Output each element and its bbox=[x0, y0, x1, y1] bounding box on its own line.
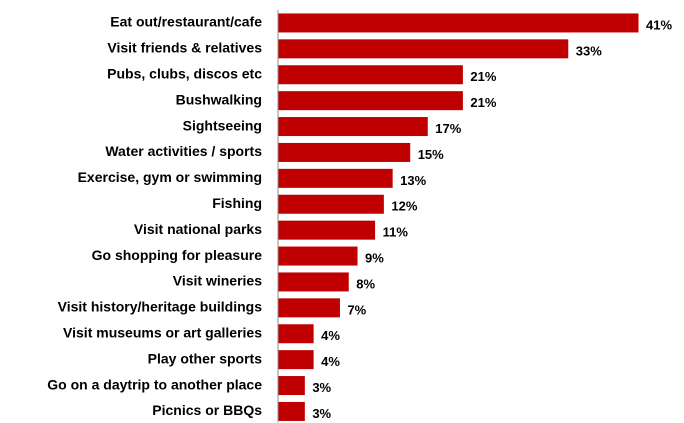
data-label: 21% bbox=[470, 95, 496, 110]
bar bbox=[278, 220, 376, 240]
bar bbox=[278, 65, 463, 85]
data-label: 15% bbox=[418, 147, 444, 162]
data-label: 21% bbox=[470, 69, 496, 84]
bar bbox=[278, 142, 411, 162]
bar bbox=[278, 324, 314, 344]
data-label: 3% bbox=[312, 380, 331, 395]
data-label: 12% bbox=[391, 199, 417, 214]
category-label: Visit wineries bbox=[173, 273, 262, 289]
data-label: 17% bbox=[435, 121, 461, 136]
data-label: 13% bbox=[400, 173, 426, 188]
bar-group: Eat out/restaurant/cafe 41% Visit friends … bbox=[47, 13, 672, 421]
data-label: 33% bbox=[576, 43, 602, 58]
bar bbox=[278, 246, 358, 266]
bar bbox=[278, 91, 463, 111]
category-label: Visit national parks bbox=[134, 221, 262, 237]
bar bbox=[278, 350, 314, 370]
data-label: 4% bbox=[321, 328, 340, 343]
category-label: Water activities / sports bbox=[105, 143, 262, 159]
category-label: Fishing bbox=[212, 195, 262, 211]
data-label: 9% bbox=[365, 250, 384, 265]
category-label: Go shopping for pleasure bbox=[92, 247, 263, 263]
data-label: 8% bbox=[356, 276, 375, 291]
bar bbox=[278, 168, 393, 188]
data-label: 11% bbox=[383, 225, 409, 240]
category-label: Picnics or BBQs bbox=[152, 402, 262, 418]
bar bbox=[278, 194, 384, 214]
bar bbox=[278, 298, 340, 318]
category-label: Visit history/heritage buildings bbox=[58, 299, 263, 315]
bar bbox=[278, 13, 639, 33]
category-label: Visit friends & relatives bbox=[107, 40, 262, 56]
data-label: 3% bbox=[312, 406, 331, 421]
bar bbox=[278, 39, 569, 59]
category-label: Exercise, gym or swimming bbox=[78, 169, 262, 185]
data-label: 7% bbox=[347, 302, 366, 317]
data-label: 4% bbox=[321, 354, 340, 369]
data-label: 41% bbox=[646, 17, 672, 32]
category-label: Sightseeing bbox=[183, 117, 262, 133]
category-label: Go on a daytrip to another place bbox=[47, 376, 262, 392]
category-label: Eat out/restaurant/cafe bbox=[110, 14, 262, 30]
bar bbox=[278, 401, 305, 421]
category-label: Pubs, clubs, discos etc bbox=[107, 65, 262, 81]
bar bbox=[278, 272, 349, 292]
category-label: Play other sports bbox=[148, 350, 263, 366]
category-label: Visit museums or art galleries bbox=[63, 324, 262, 340]
bar bbox=[278, 117, 428, 137]
category-label: Bushwalking bbox=[176, 91, 262, 107]
bar bbox=[278, 376, 305, 396]
